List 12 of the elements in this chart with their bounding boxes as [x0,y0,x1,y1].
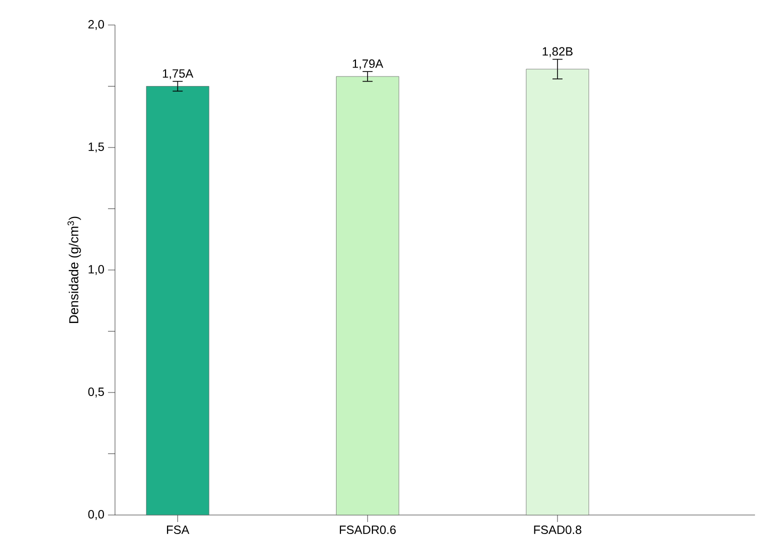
x-tick-label: FSADR0.6 [340,526,396,534]
data-label: 1,75A [162,69,194,80]
y-tick-label: 1,5 [88,142,104,152]
y-tick-label: 0,5 [88,388,104,398]
y-tick-label: 0,0 [88,510,104,520]
x-tick-label: FSAD0.8 [534,526,582,534]
data-label: 1,82B [542,47,573,58]
x-tick-label: FSA [166,526,190,534]
y-axis-title: Densidade (g/cm$^{3}$) [68,216,81,324]
y-tick-label: 1,0 [88,265,104,275]
y-tick-label: 2,0 [88,20,104,30]
data-label: 1,79A [352,59,384,70]
